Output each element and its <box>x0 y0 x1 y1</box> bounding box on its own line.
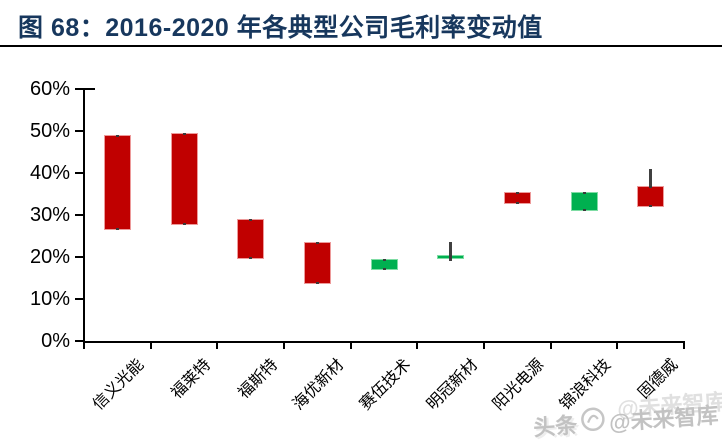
candle-body-up <box>170 133 198 226</box>
x-axis-tick <box>416 341 419 349</box>
category-label-text: 固德威 <box>634 356 681 403</box>
whisker-stub <box>115 135 119 138</box>
x-axis-tick <box>616 341 619 349</box>
watermark-prefix: 头条 <box>531 412 578 440</box>
y-axis-label: 10% <box>29 288 70 310</box>
y-axis-label: 0% <box>41 330 70 352</box>
candle-body-down <box>570 191 598 211</box>
y-axis-tick <box>75 130 84 132</box>
x-axis-tick <box>216 341 219 349</box>
candle-body-up <box>303 242 331 285</box>
y-axis-tick <box>75 256 84 258</box>
whisker-stub <box>382 267 386 270</box>
x-axis-tick <box>149 341 152 349</box>
x-axis-tick <box>483 341 485 349</box>
whisker-stub <box>249 257 253 260</box>
whisker-stub <box>115 227 119 230</box>
whisker-stub <box>515 202 519 205</box>
whisker-stub <box>182 133 186 136</box>
category-label-text: 阳光电源 <box>490 356 548 414</box>
y-axis-tick <box>75 172 84 174</box>
y-axis-tick <box>75 88 84 90</box>
whisker-stub <box>315 242 319 245</box>
high-whisker <box>649 168 653 192</box>
y-axis <box>83 88 85 345</box>
x-axis-tick <box>349 341 352 349</box>
whisker-stub <box>449 254 453 257</box>
category-label-text: 信义光能 <box>90 356 148 414</box>
y-axis-tick <box>75 214 84 216</box>
title-underline <box>0 45 722 47</box>
watermark: 头条 @未来智库 <box>532 398 719 440</box>
whisker-stub <box>515 191 519 194</box>
whisker-stub <box>249 219 253 222</box>
high-whisker <box>449 242 453 261</box>
y-axis-top-cap <box>84 88 95 90</box>
whisker-stub <box>649 204 653 207</box>
y-axis-label: 50% <box>29 120 70 142</box>
y-axis-label: 60% <box>29 78 70 100</box>
x-axis-tick <box>683 341 685 349</box>
category-label-text: 赛伍技术 <box>356 356 415 414</box>
candle-body-up <box>103 135 131 230</box>
candle-body-up <box>637 185 665 207</box>
category-label-text: 福斯特 <box>234 356 281 403</box>
whisker-stub <box>315 282 319 285</box>
category-label-text: 海优新材 <box>290 356 348 414</box>
toutiao-logo-icon <box>579 405 607 439</box>
whisker-stub <box>382 259 386 262</box>
y-axis-label: 40% <box>29 162 70 184</box>
y-axis-tick <box>75 298 84 300</box>
y-axis-label: 20% <box>29 246 70 268</box>
category-label-text: 福莱特 <box>168 356 215 403</box>
whisker-stub <box>582 208 586 211</box>
whisker-stub <box>649 185 653 188</box>
category-label-text: 明冠新材 <box>423 356 481 414</box>
x-axis <box>83 341 685 343</box>
x-axis-tick <box>83 341 85 349</box>
y-axis-label: 30% <box>29 204 70 226</box>
candle-body-down <box>437 254 465 260</box>
x-axis-tick <box>549 341 552 349</box>
whisker-stub <box>582 191 586 194</box>
candle-body-up <box>237 219 265 260</box>
candle-body-down <box>370 259 398 270</box>
x-axis-tick <box>283 341 285 349</box>
figure-title: 图 68：2016-2020 年各典型公司毛利率变动值 <box>18 14 543 42</box>
candle-body-up <box>503 191 531 205</box>
whisker-stub <box>182 223 186 226</box>
y-axis-tick <box>75 340 84 342</box>
whisker-stub <box>449 257 453 260</box>
